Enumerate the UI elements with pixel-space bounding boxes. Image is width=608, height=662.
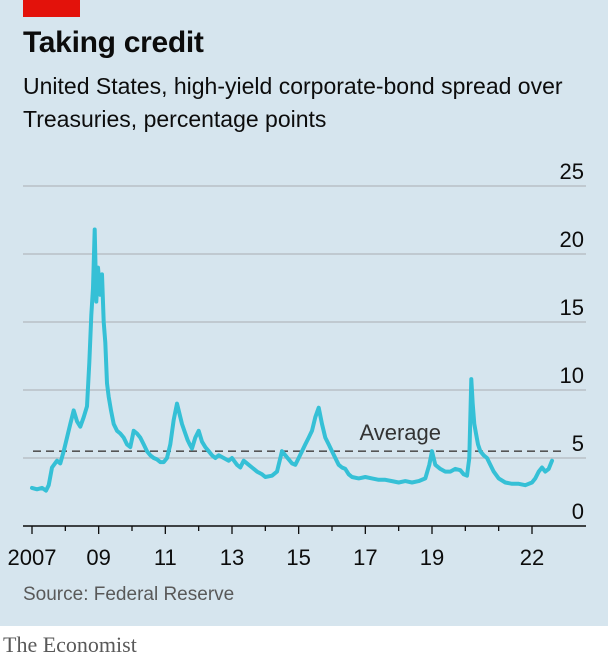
x-axis: 2007 09 11 13 15 17 19 22 [8,525,586,570]
y-tick-labels: 0 5 10 15 20 25 [560,159,584,524]
x-tick-label: 11 [154,545,177,570]
x-tick-label: 22 [520,545,544,570]
accent-bar [23,0,80,17]
y-tick-label: 5 [572,431,584,456]
y-tick-label: 0 [572,499,584,524]
y-tick-label: 10 [560,363,584,388]
x-tick-label: 17 [353,545,377,570]
average-reference: Average [33,420,564,453]
series-layer [30,227,554,493]
chart-title: Taking credit [23,26,204,59]
line-chart: 0 5 10 15 20 25 Average 2007 09 11 13 15 17 19 22 [8,159,586,570]
x-tick-label: 09 [86,545,110,570]
brand-logo: The Economist [3,632,137,657]
x-tick-label: 13 [220,545,244,570]
footer-band [0,626,608,662]
source-note: Source: Federal Reserve [23,584,235,605]
x-tick-label: 19 [420,545,444,570]
series-line [30,227,554,493]
chart-subtitle: United States, high-yield corporate-bond… [23,73,563,132]
y-tick-label: 15 [560,295,584,320]
x-tick-label: 2007 [8,545,57,570]
x-tick-label: 15 [286,545,310,570]
average-label: Average [359,420,441,445]
grid-layer [23,185,586,459]
y-tick-label: 20 [560,227,584,252]
y-tick-label: 25 [560,159,584,184]
